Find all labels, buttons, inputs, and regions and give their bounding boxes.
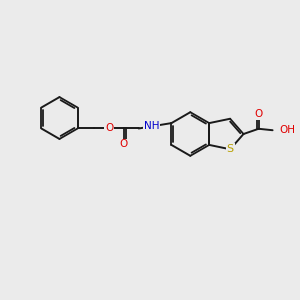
Text: OH: OH bbox=[279, 125, 295, 135]
Text: O: O bbox=[105, 124, 113, 134]
Text: S: S bbox=[226, 144, 234, 154]
Text: O: O bbox=[254, 109, 263, 119]
Text: O: O bbox=[119, 140, 128, 149]
Text: NH: NH bbox=[144, 121, 159, 131]
